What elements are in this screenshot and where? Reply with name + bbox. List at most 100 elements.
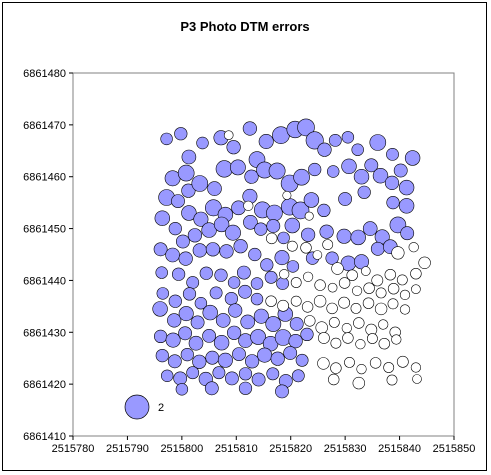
legend-label: 2 <box>158 402 164 414</box>
bubble-point <box>270 351 285 366</box>
y-axis: 6861410 6861420 6861430 6861440 6861450 68614… <box>23 68 73 443</box>
bubble-point <box>322 239 334 250</box>
bubble-point <box>277 231 290 245</box>
bubble-point <box>352 376 365 390</box>
bubble-point <box>360 266 371 276</box>
bubble-point <box>202 304 218 321</box>
bubble-point <box>387 298 399 310</box>
bubble-point <box>233 239 248 254</box>
bubble-point <box>315 321 328 334</box>
bubble-point <box>231 200 246 216</box>
bubble-point <box>308 162 322 177</box>
chart-svg: P3 Photo DTM errors 2515780 2515790 251580… <box>23 19 475 455</box>
bubble-point <box>338 296 350 309</box>
bubble-point <box>286 240 298 252</box>
bubble-point <box>404 150 421 166</box>
bubble-point <box>160 132 173 146</box>
bubble-point <box>353 169 370 185</box>
bubble-point <box>177 164 195 182</box>
bubble-point <box>168 294 182 308</box>
bubble-point <box>293 168 310 186</box>
chart-title: P3 Photo DTM errors <box>180 19 309 34</box>
bubble-point <box>238 367 253 381</box>
bubble-point <box>154 329 168 344</box>
x-tick-label: 2515840 <box>378 443 421 455</box>
bubble-point <box>386 374 398 386</box>
bubble-point <box>391 334 402 345</box>
bubble-point <box>289 317 304 331</box>
bubble-point <box>187 228 202 243</box>
bubble-point <box>364 158 379 173</box>
bubble-point <box>191 175 209 192</box>
legend-bubble <box>124 394 150 420</box>
bubble-point <box>250 277 264 290</box>
bubble-point <box>387 283 400 295</box>
bubble-point <box>301 227 316 242</box>
bubble-point <box>383 362 395 373</box>
bubble-point <box>384 269 396 281</box>
x-tick-label: 2515800 <box>160 443 203 455</box>
bubble-point <box>355 339 366 350</box>
bubble-point <box>386 147 399 161</box>
y-tick-label: 6861410 <box>23 431 66 443</box>
bubble-point <box>156 287 170 300</box>
bubble-point <box>317 332 330 344</box>
bubble-point <box>411 284 421 295</box>
bubble-point <box>258 134 274 150</box>
bubble-point <box>205 242 220 257</box>
bubble-point <box>207 181 222 196</box>
x-tick-label: 2515830 <box>324 443 367 455</box>
y-tick-label: 6861470 <box>23 120 66 132</box>
bubble-point <box>181 205 197 221</box>
bubble-point <box>330 337 342 349</box>
bubble-point <box>356 364 367 375</box>
bubble-point <box>213 335 230 351</box>
bubble-point <box>167 313 182 328</box>
bubble-point <box>341 131 355 144</box>
bubble-point <box>378 338 390 350</box>
bubble-point <box>173 371 188 386</box>
bubble-point <box>251 372 266 387</box>
bubble-point <box>346 269 358 281</box>
bubble-point <box>226 140 241 155</box>
bubble-point <box>165 332 181 348</box>
bubble-point <box>352 285 363 296</box>
bubble-point <box>319 224 334 239</box>
bubble-point <box>224 292 238 306</box>
bubble-point <box>243 200 254 211</box>
bubble-point <box>330 362 342 374</box>
bubble-point <box>317 142 332 157</box>
bubble-point <box>223 130 234 140</box>
bubble-point <box>161 369 174 382</box>
bubble-point <box>174 127 188 141</box>
bubble-point <box>232 347 246 361</box>
y-tick-label: 6861480 <box>23 68 66 80</box>
bubble-point <box>178 251 193 266</box>
bubble-point <box>265 316 282 332</box>
bubble-point <box>204 381 219 396</box>
bubble-point <box>328 316 340 328</box>
bubble-point <box>277 299 289 312</box>
bubble-point <box>180 348 194 362</box>
bubble-point <box>250 292 264 306</box>
bubble-point <box>276 277 289 290</box>
bubble-point <box>362 221 378 236</box>
x-tick-label: 2515810 <box>215 443 258 455</box>
bubble-point <box>291 201 310 220</box>
bubble-point <box>412 374 422 384</box>
bubble-point <box>396 355 409 368</box>
bubble-point <box>418 256 431 269</box>
bubble-point <box>266 204 283 222</box>
bubble-point <box>181 183 196 198</box>
bubble-point <box>297 118 315 137</box>
bubble-point <box>314 279 326 291</box>
bubble-point <box>305 131 324 150</box>
x-axis: 2515780 2515790 2515800 2515810 2515820 25158… <box>52 436 475 455</box>
bubble-point <box>265 295 277 307</box>
bubble-point <box>186 366 200 380</box>
bubble-point <box>353 317 365 329</box>
bubble-point <box>240 314 255 330</box>
bubble-point <box>410 362 422 373</box>
bubble-point <box>188 335 204 351</box>
bubble-point <box>219 244 234 259</box>
